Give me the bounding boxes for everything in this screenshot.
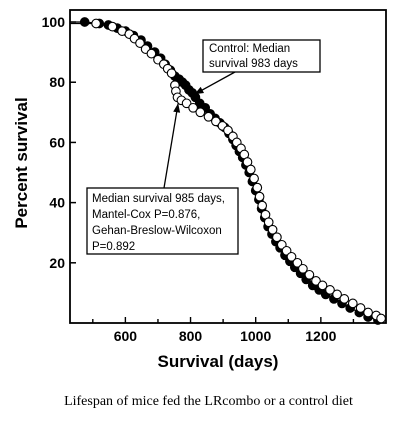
open-data-point <box>107 21 118 32</box>
annotation-text-line: Mantel-Cox P=0.876, <box>92 209 200 221</box>
open-data-point <box>325 285 335 295</box>
lrcombo-median-annotation: Median survival 985 days, Mantel-Cox P=0.… <box>86 103 239 255</box>
open-data-point <box>272 232 282 243</box>
open-data-point <box>203 111 214 122</box>
x-tick-label: 1200 <box>305 328 336 344</box>
x-tick-label: 800 <box>179 328 203 344</box>
annotation-arrowhead <box>173 103 181 113</box>
y-tick-label: 60 <box>49 134 65 150</box>
open-data-point <box>355 303 366 313</box>
y-tick-label: 40 <box>49 195 65 211</box>
annotation-text-line: P=0.892 <box>92 241 135 253</box>
plot-frame <box>69 9 387 324</box>
y-tick-label: 100 <box>42 14 66 30</box>
open-data-point <box>166 68 177 79</box>
open-data-point <box>211 116 221 127</box>
annotation-box <box>202 39 321 73</box>
open-data-point <box>249 173 259 184</box>
open-data-point <box>146 48 157 59</box>
filled-data-point <box>79 17 90 27</box>
annotation-text-line: Median survival 985 days, <box>92 193 225 205</box>
open-data-point <box>298 263 308 274</box>
y-tick-label: 80 <box>49 74 65 90</box>
open-data-point <box>195 107 206 118</box>
annotation-arrow-line <box>163 103 179 189</box>
open-data-point <box>347 298 358 309</box>
open-data-point <box>257 200 268 211</box>
annotation-text-line: survival 983 days <box>209 58 298 70</box>
series-lrcombo <box>70 18 386 324</box>
x-axis-label: Survival (days) <box>158 352 279 371</box>
open-data-point <box>311 276 321 286</box>
open-data-point <box>286 251 297 262</box>
open-data-point <box>252 182 263 193</box>
x-tick-label: 1000 <box>240 328 271 344</box>
annotation-layer: Control: Median survival 983 days Median s… <box>86 39 321 255</box>
open-data-point <box>135 38 145 48</box>
x-tick-label: 600 <box>114 328 138 344</box>
control-median-annotation: Control: Median survival 983 days <box>194 39 321 95</box>
open-data-point <box>91 18 101 29</box>
open-data-point <box>363 307 373 318</box>
open-data-point <box>254 191 265 202</box>
open-data-point <box>376 313 386 324</box>
y-axis-label: Percent survival <box>12 97 31 228</box>
open-data-point <box>339 294 350 304</box>
annotation-arrowhead <box>194 86 205 95</box>
open-data-point <box>181 98 192 109</box>
open-data-point <box>188 102 198 113</box>
figure-caption: Lifespan of mice fed the LRcombo or a co… <box>64 394 353 409</box>
survival-chart: 20 40 60 80 100 600 800 1000 1200 Percent survi… <box>12 9 387 371</box>
series-layer <box>70 17 386 325</box>
y-tick-label: 20 <box>49 255 65 271</box>
open-data-point <box>267 224 278 235</box>
open-data-point <box>304 269 315 280</box>
plot-area <box>69 9 387 324</box>
annotation-text-line: Gehan-Breslow-Wilcoxon <box>92 225 222 237</box>
open-data-point <box>263 217 274 228</box>
open-data-point <box>292 257 303 268</box>
x-axis-ticks: 600 800 1000 1200 <box>92 317 355 344</box>
open-data-point <box>317 280 328 291</box>
annotation-text-line: Control: Median <box>209 43 290 55</box>
annotation-box <box>86 187 239 255</box>
open-data-point <box>245 164 256 175</box>
open-data-point <box>332 289 342 300</box>
